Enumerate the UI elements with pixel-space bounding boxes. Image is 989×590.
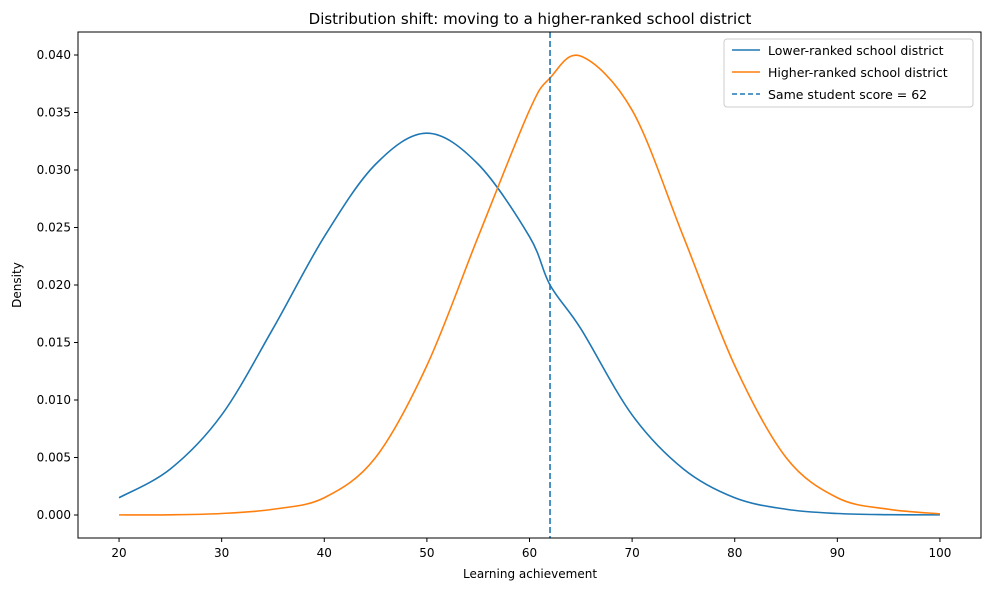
y-axis-ticks: 0.000 0.005 0.010 0.015 0.020 0.025 0.030 0.035…	[37, 48, 78, 522]
series-line-lower	[118, 132, 940, 516]
y-tick-label: 0.005	[37, 451, 71, 465]
y-tick-label: 0.035	[37, 106, 71, 120]
x-tick-label: 40	[317, 546, 332, 560]
plot-frame	[77, 31, 982, 539]
x-tick-label: 30	[214, 546, 229, 560]
y-tick-label: 0.015	[37, 336, 71, 350]
chart-title: Distribution shift: moving to a higher-r…	[309, 10, 752, 28]
x-tick-label: 20	[111, 546, 126, 560]
x-tick-label: 60	[522, 546, 537, 560]
x-tick-label: 70	[624, 546, 639, 560]
y-tick-label: 0.030	[37, 163, 71, 177]
legend: Lower-ranked school district Higher-rank…	[723, 38, 974, 108]
legend-label-lower: Lower-ranked school district	[768, 43, 944, 58]
x-tick-label: 90	[830, 546, 845, 560]
x-tick-label: 50	[419, 546, 434, 560]
series-line-higher	[119, 54, 941, 516]
y-tick-label: 0.010	[37, 393, 71, 407]
y-tick-label: 0.040	[37, 48, 71, 62]
x-tick-label: 100	[929, 546, 952, 560]
y-tick-label: 0.020	[37, 278, 71, 292]
legend-label-vline: Same student score = 62	[768, 87, 927, 102]
plot-area	[118, 32, 941, 538]
x-axis-label: Learning achievement	[463, 567, 597, 581]
legend-label-higher: Higher-ranked school district	[768, 65, 948, 80]
y-tick-label: 0.025	[37, 221, 71, 235]
y-tick-label: 0.000	[37, 508, 71, 522]
legend-box	[723, 38, 974, 108]
x-axis-ticks: 20 30 40 50 60 70 80 90 100	[111, 538, 951, 560]
x-tick-label: 80	[727, 546, 742, 560]
y-axis-label: Density	[10, 262, 24, 308]
